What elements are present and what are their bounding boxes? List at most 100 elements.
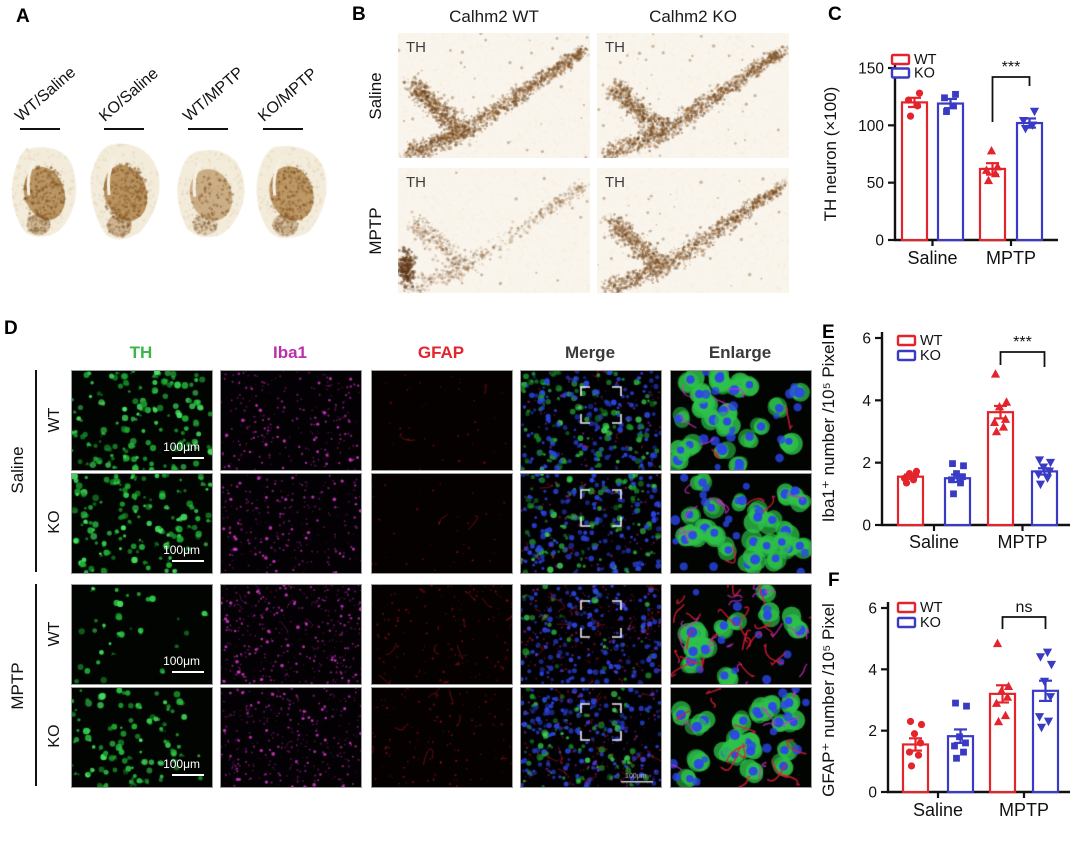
significance-bracket	[999, 351, 1046, 367]
chart-svg-E: 0 2 4 6 Iba1⁺ number /10⁵ Pixel Saline MPTP WTK…	[819, 331, 1070, 552]
micrograph-saline-ko-merge	[520, 473, 662, 574]
micrograph-mptp-wt-iba1	[220, 584, 362, 685]
svg-text:KO: KO	[914, 66, 935, 82]
micrograph-mptp-ko-iba1	[220, 687, 362, 788]
svg-text:0: 0	[875, 233, 884, 250]
ihc-image-saline-wt	[398, 33, 590, 158]
panel-e-label: E	[822, 322, 835, 343]
micrograph-saline-ko-gfap	[371, 473, 513, 574]
svg-text:6: 6	[868, 601, 877, 618]
y-ticks: 0 2 4 6	[868, 601, 888, 802]
bars	[901, 679, 1060, 794]
micrograph-mptp-wt-merge	[520, 584, 662, 685]
scale-bar-line	[172, 560, 204, 562]
group-label-saline: Saline	[8, 446, 27, 494]
row-label-mptp: MPTP	[366, 207, 385, 255]
micrograph-mptp-wt-enlarge	[670, 584, 812, 685]
brain-section-wt-saline	[6, 143, 80, 240]
group-bracket-line	[35, 584, 37, 786]
data-points	[900, 369, 1056, 498]
scale-bar-label: 100μm	[163, 440, 200, 454]
column-header-gfap: GFAP	[417, 343, 465, 362]
section-label-wt-mptp: WT/MPTP	[180, 64, 248, 126]
svg-text:2: 2	[862, 455, 871, 472]
brain-section-ko-saline	[85, 140, 163, 242]
ihc-image-saline-ko	[597, 33, 789, 158]
significance-label: ns	[1016, 599, 1033, 616]
bars	[900, 96, 1044, 242]
significance-bracket	[991, 76, 1031, 122]
row-label-saline-wt: WT	[46, 407, 63, 433]
row-label-mptp-ko: KO	[46, 724, 63, 748]
svg-text:0: 0	[862, 518, 871, 535]
scale-bar-label: 100μm	[163, 543, 200, 557]
panel-f-label: F	[828, 570, 840, 591]
x-category-label: MPTP	[997, 532, 1047, 552]
panel-a-label: A	[16, 6, 30, 27]
data-points	[905, 638, 1057, 770]
svg-text:KO: KO	[920, 348, 941, 364]
brain-section-wt-mptp	[171, 146, 248, 240]
row-label-mptp-wt: WT	[46, 621, 63, 647]
group-bracket-line	[35, 370, 37, 572]
stain-tag-th: TH	[406, 174, 426, 191]
panel-c-label: C	[828, 4, 842, 25]
micrograph-saline-wt-merge	[520, 370, 662, 471]
section-label-ko-saline: KO/Saline	[96, 65, 162, 126]
chart-th-neuron: 0 50 100 150 TH neuron (×100) Saline MPTP WT KO *…	[820, 0, 1084, 297]
chart-gfap-number: 0 2 4 6 GFAP⁺ number /10⁵ Pixel Saline MPTP WT K…	[819, 568, 1084, 844]
significance-label: ***	[1013, 334, 1032, 351]
significance-label: ***	[1002, 59, 1021, 76]
svg-text:KO: KO	[920, 615, 941, 631]
y-ticks: 0 50 100 150	[858, 61, 895, 250]
micrograph-saline-ko-iba1	[220, 473, 362, 574]
svg-text:WT: WT	[920, 333, 943, 349]
micrograph-mptp-ko-enlarge	[670, 687, 812, 788]
column-title-calhm2-ko: Calhm2 KO	[649, 7, 737, 26]
column-header-th: TH	[129, 343, 153, 362]
ihc-image-mptp-wt	[398, 168, 590, 293]
svg-text:50: 50	[867, 175, 885, 192]
svg-text:2: 2	[868, 723, 877, 740]
x-category-label: Saline	[909, 532, 959, 552]
stain-tag-th: TH	[406, 39, 426, 56]
svg-text:WT: WT	[914, 52, 937, 68]
micrograph-saline-wt-iba1	[220, 370, 362, 471]
scale-bar-label: 100μm	[163, 757, 200, 771]
y-ticks: 0 2 4 6	[862, 331, 882, 535]
chart-svg-F: 0 2 4 6 GFAP⁺ number /10⁵ Pixel Saline MPTP WTK…	[819, 599, 1070, 820]
svg-text:0: 0	[868, 785, 877, 802]
section-label-wt-saline: WT/Saline	[12, 64, 80, 126]
micrograph-saline-ko-th	[71, 473, 213, 574]
micrograph-saline-wt-th	[71, 370, 213, 471]
micrograph-saline-wt-enlarge	[670, 370, 812, 471]
stain-tag-th: TH	[605, 39, 625, 56]
svg-text:100: 100	[858, 118, 884, 135]
svg-text:WT: WT	[920, 600, 943, 616]
column-title-calhm2-wt: Calhm2 WT	[449, 7, 539, 26]
svg-text:6: 6	[862, 331, 871, 348]
section-label-ko-mptp: KO/MPTP	[255, 65, 321, 126]
scale-bar-line	[172, 671, 204, 673]
x-category-label: Saline	[907, 248, 957, 268]
bars	[896, 404, 1059, 527]
y-axis-label: GFAP⁺ number /10⁵ Pixel	[820, 603, 838, 797]
column-header-merge: Merge	[564, 343, 616, 362]
column-header-iba1: Iba1	[272, 343, 308, 362]
micrograph-mptp-ko-merge	[520, 687, 662, 788]
panel-b-label: B	[352, 4, 366, 25]
x-category-label: Saline	[913, 800, 963, 820]
svg-text:4: 4	[862, 393, 871, 410]
svg-text:4: 4	[868, 662, 877, 679]
group-label-mptp: MPTP	[8, 662, 27, 710]
x-category-label: MPTP	[999, 800, 1049, 820]
row-label-saline: Saline	[366, 72, 385, 120]
column-header-enlarge: Enlarge	[708, 343, 772, 362]
label-underline	[263, 128, 303, 130]
micrograph-mptp-wt-th	[71, 584, 213, 685]
label-underline	[104, 128, 144, 130]
micrograph-mptp-wt-gfap	[371, 584, 513, 685]
scale-bar-label: 100μm	[163, 654, 200, 668]
